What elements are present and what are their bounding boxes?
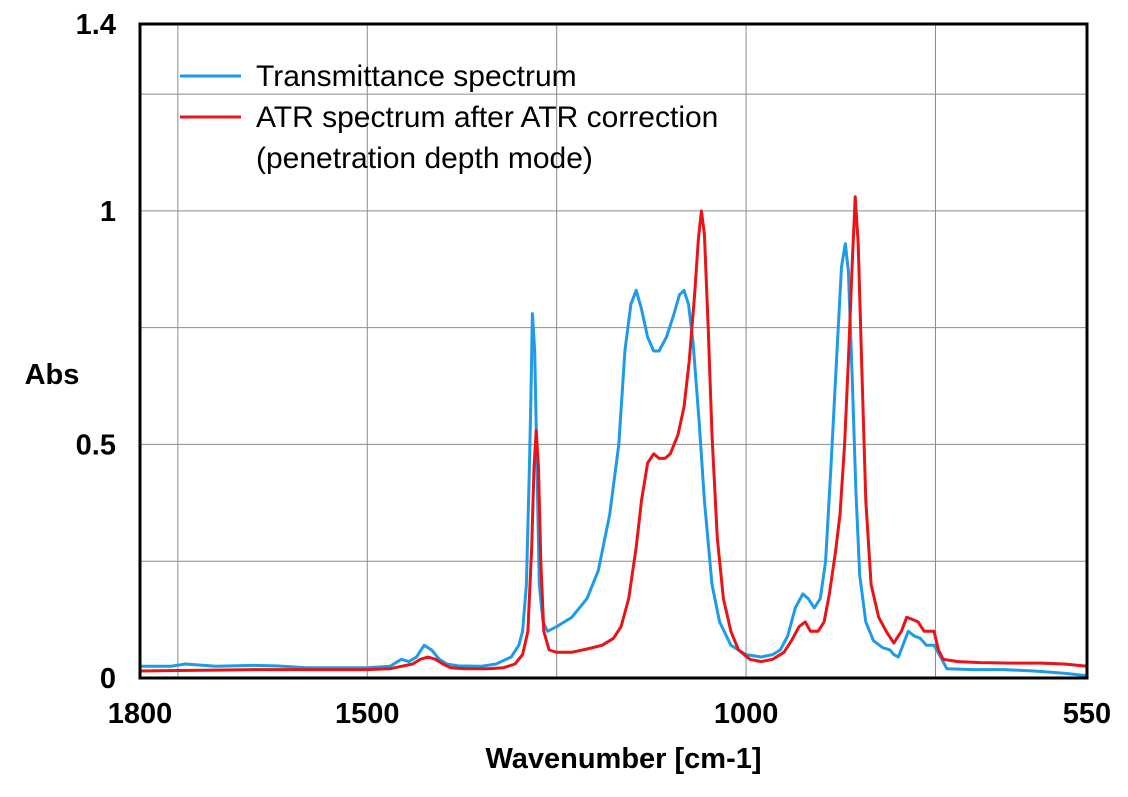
y-tick-label: 1 xyxy=(100,196,116,228)
x-tick-labels: 1800 1500 1000 550 xyxy=(108,698,1111,730)
grid-lines xyxy=(140,24,1087,678)
legend-label-2: ATR spectrum after ATR correction xyxy=(256,101,718,134)
y-tick-label: 0.5 xyxy=(76,429,116,461)
legend: Transmittance spectrum ATR spectrum after… xyxy=(180,60,718,175)
y-tick-labels: 0 0.5 1 1.4 xyxy=(76,9,116,695)
x-tick-label: 1500 xyxy=(335,698,400,730)
y-tick-label: 1.4 xyxy=(76,9,116,41)
series-line-2 xyxy=(139,195,1088,673)
legend-label-1: Transmittance spectrum xyxy=(256,60,577,93)
x-tick-label: 550 xyxy=(1063,698,1111,730)
plot-frame xyxy=(138,22,1089,680)
x-tick-label: 1000 xyxy=(714,698,779,730)
legend-label-2: (penetration depth mode) xyxy=(256,142,593,175)
x-tick-label: 1800 xyxy=(108,698,173,730)
series-line-1 xyxy=(140,242,1088,678)
y-tick-label: 0 xyxy=(100,663,116,695)
x-axis-title: Wavenumber [cm-1] xyxy=(485,743,761,775)
y-axis-title: Abs xyxy=(25,359,80,391)
series-group xyxy=(139,195,1088,678)
